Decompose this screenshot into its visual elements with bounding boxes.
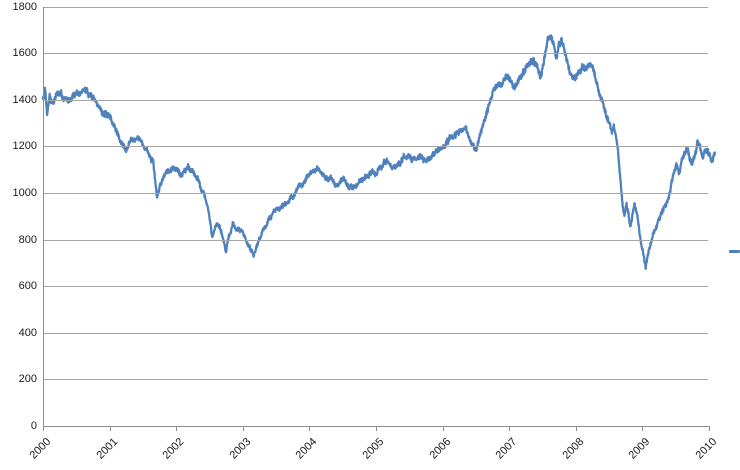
h-gridline bbox=[43, 193, 708, 194]
x-tick-mark bbox=[509, 427, 510, 431]
y-tick-label: 1400 bbox=[12, 94, 37, 106]
y-tick-label: 1800 bbox=[12, 1, 37, 13]
h-gridline bbox=[43, 240, 708, 241]
x-tick-mark bbox=[243, 427, 244, 431]
h-gridline bbox=[43, 146, 708, 147]
y-tick-label: 1600 bbox=[12, 47, 37, 59]
x-tick-mark bbox=[576, 427, 577, 431]
x-tick-mark bbox=[309, 427, 310, 431]
x-tick-mark bbox=[43, 427, 44, 431]
x-tick-mark bbox=[443, 427, 444, 431]
x-tick-mark bbox=[376, 427, 377, 431]
y-tick-label: 800 bbox=[18, 234, 37, 246]
y-axis-line bbox=[43, 7, 44, 428]
x-tick-mark bbox=[176, 427, 177, 431]
h-gridline bbox=[43, 53, 708, 54]
y-tick-label: 400 bbox=[18, 327, 37, 339]
h-gridline bbox=[43, 333, 708, 334]
y-tick-label: 600 bbox=[18, 280, 37, 292]
series-line[interactable] bbox=[41, 34, 716, 271]
x-tick-mark bbox=[709, 427, 710, 431]
h-gridline bbox=[43, 7, 708, 8]
h-gridline bbox=[43, 100, 708, 101]
y-tick-label: 0 bbox=[30, 420, 37, 432]
h-gridline bbox=[43, 286, 708, 287]
y-tick-label: 1200 bbox=[12, 140, 37, 152]
y-tick-label: 1000 bbox=[12, 187, 37, 199]
x-tick-mark bbox=[110, 427, 111, 431]
h-gridline bbox=[43, 379, 708, 380]
legend-line-marker[interactable] bbox=[729, 250, 740, 253]
y-tick-label: 200 bbox=[18, 373, 37, 385]
x-tick-mark bbox=[642, 427, 643, 431]
x-axis-line bbox=[43, 426, 710, 427]
